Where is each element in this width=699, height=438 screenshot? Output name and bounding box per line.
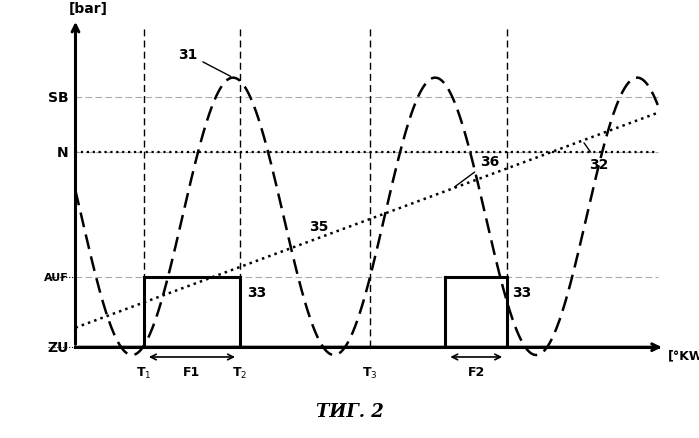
Text: ZU: ZU [48, 340, 69, 354]
Text: SB: SB [48, 91, 69, 105]
Text: AUF: AUF [44, 272, 69, 282]
Text: N: N [57, 145, 69, 159]
Text: 32: 32 [584, 144, 609, 172]
Text: T$_3$: T$_3$ [362, 365, 378, 380]
Text: F1: F1 [183, 365, 201, 378]
Text: 35: 35 [309, 219, 329, 233]
Text: 33: 33 [512, 285, 532, 299]
Text: ΤИГ. 2: ΤИГ. 2 [316, 402, 383, 420]
Text: T$_1$: T$_1$ [136, 365, 152, 380]
Text: [°KW]: [°KW] [668, 349, 699, 362]
Text: [bar]: [bar] [69, 2, 108, 16]
Text: 31: 31 [178, 48, 231, 77]
Text: F2: F2 [468, 365, 485, 378]
Text: 33: 33 [247, 285, 266, 299]
Text: T$_2$: T$_2$ [232, 365, 247, 380]
Text: 36: 36 [454, 155, 499, 187]
